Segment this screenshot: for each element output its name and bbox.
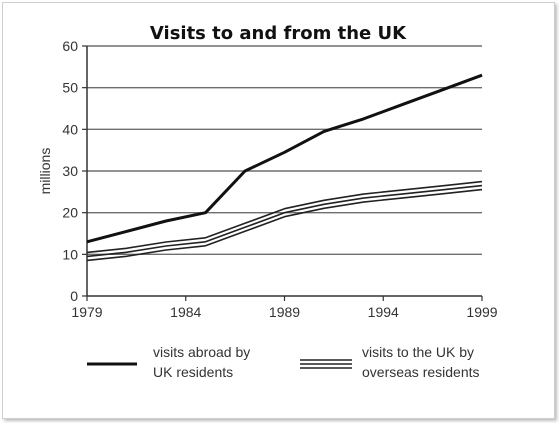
x-axis-ticks: 1979 1984 1989 1994 1999 [71,296,498,320]
series-line-overseas-2 [86,188,483,262]
y-tick-label: 20 [62,205,78,221]
x-tick-label: 1984 [170,304,201,320]
y-axis-label: millions [37,148,53,195]
legend-label: UK residents [153,364,233,380]
y-tick-label: 40 [62,121,78,137]
y-tick-label: 60 [62,38,78,54]
y-tick-label: 30 [62,163,78,179]
gridlines [87,45,482,256]
x-tick-label: 1999 [466,304,497,320]
y-tick-label: 10 [62,246,78,262]
chart-title: Visits to and from the UK [150,23,407,44]
series-line-uk-residents [86,73,483,244]
y-axis-ticks: 0 10 20 30 40 50 60 [62,38,87,304]
x-tick-label: 1989 [269,304,300,320]
series-line-overseas-0 [86,180,483,254]
series-lines [86,73,483,262]
y-tick-label: 50 [62,80,78,96]
x-tick-label: 1979 [71,304,102,320]
y-tick-label: 0 [70,288,78,304]
legend-label: overseas residents [362,364,480,380]
legend-label: visits to the UK by [362,344,474,360]
legend: visits abroad by UK residents visits to th… [87,344,480,380]
series-line-overseas-1 [86,184,483,258]
x-tick-label: 1994 [368,304,399,320]
legend-label: visits abroad by [153,344,250,360]
